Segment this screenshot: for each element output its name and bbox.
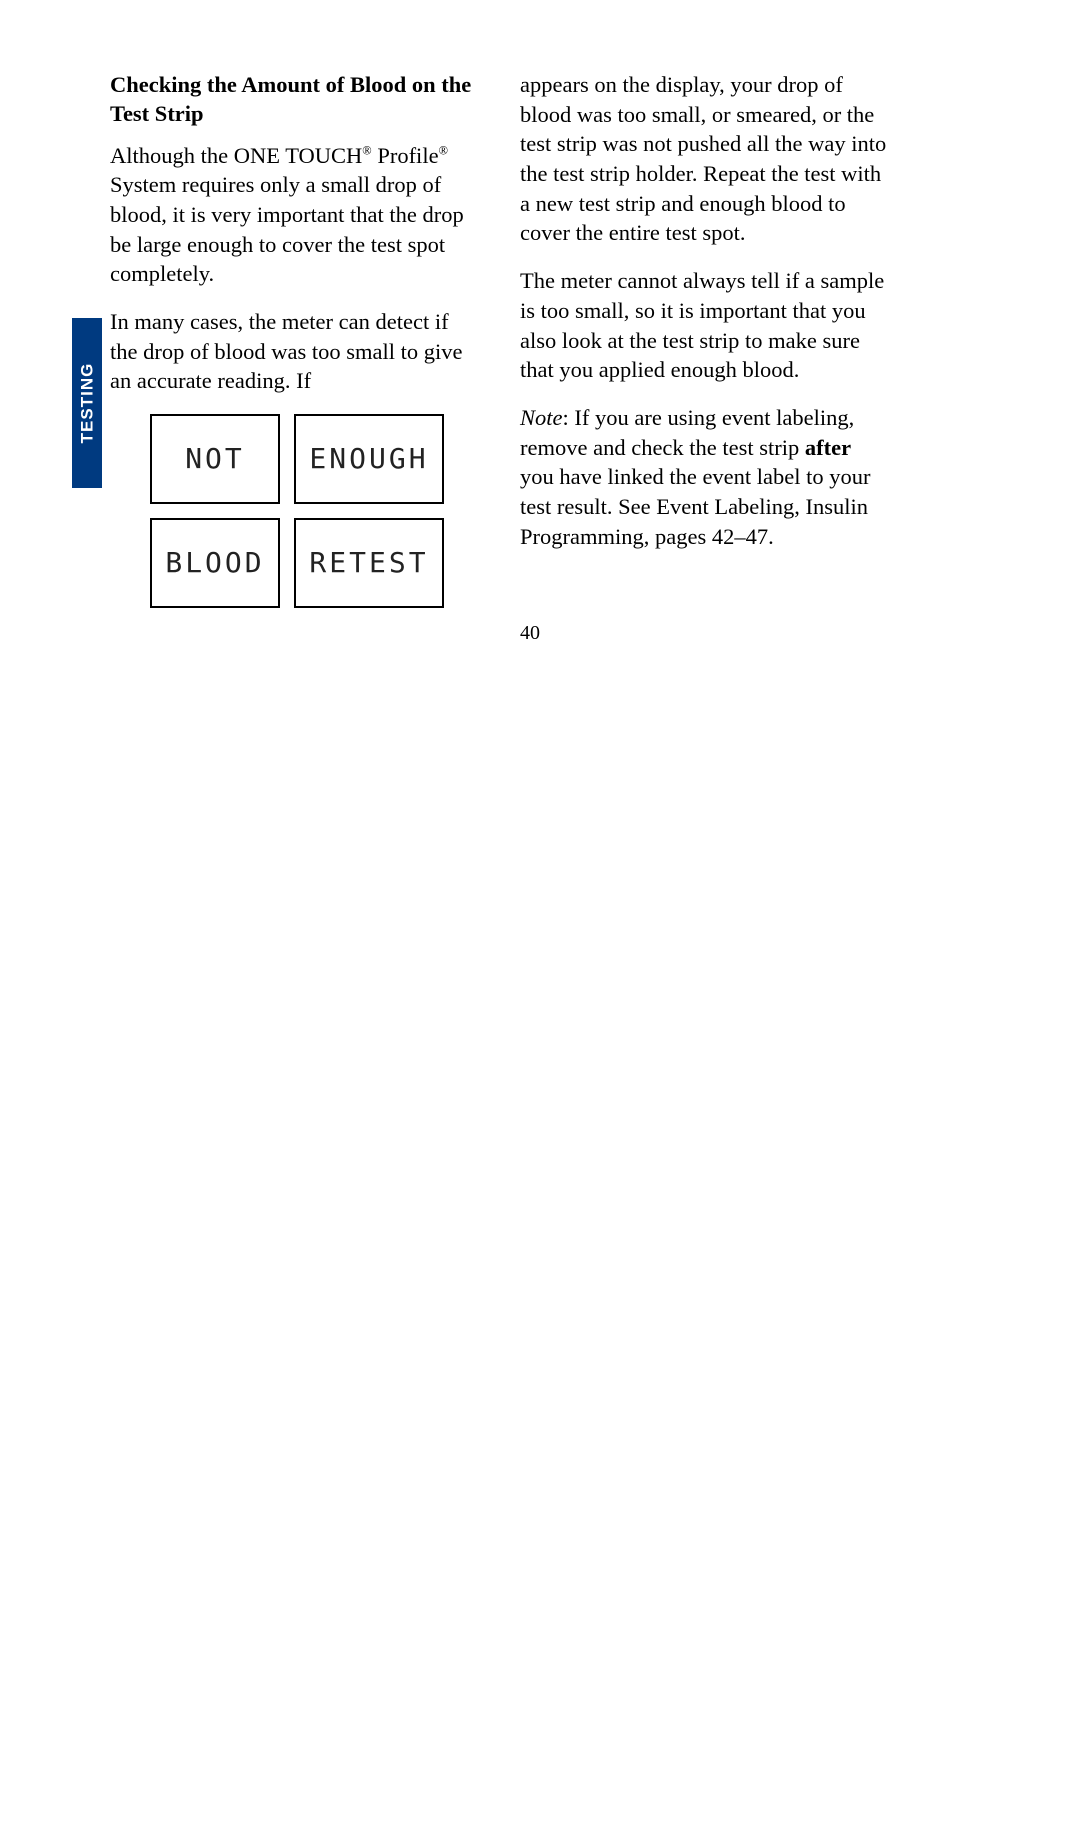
note-bold: after (805, 435, 851, 460)
right-para-1: appears on the display, your drop of blo… (520, 70, 890, 248)
page-number: 40 (520, 622, 540, 645)
left-column: Checking the Amount of Blood on the Test… (110, 70, 480, 608)
text-run: Although the ONE TOUCH (110, 143, 362, 168)
left-para-2: In many cases, the meter can detect if t… (110, 307, 480, 396)
lcd-cell-retest: RETEST (294, 518, 444, 608)
right-para-note: Note: If you are using event labeling, r… (520, 403, 890, 551)
lcd-cell-enough: ENOUGH (294, 414, 444, 504)
lcd-display-grid: NOT ENOUGH BLOOD RETEST (150, 414, 480, 608)
section-tab-label: TESTING (77, 363, 97, 444)
left-para-1: Although the ONE TOUCH® Profile® System … (110, 141, 480, 289)
lcd-cell-not: NOT (150, 414, 280, 504)
right-column: appears on the display, your drop of blo… (520, 70, 890, 569)
registered-mark: ® (362, 143, 371, 157)
section-tab: TESTING (72, 318, 102, 488)
text-run: you have linked the event label to your … (520, 464, 871, 548)
lcd-cell-blood: BLOOD (150, 518, 280, 608)
text-run: System requires only a small drop of blo… (110, 172, 464, 286)
registered-mark: ® (439, 143, 448, 157)
right-para-2: The meter cannot always tell if a sample… (520, 266, 890, 385)
section-heading: Checking the Amount of Blood on the Test… (110, 70, 480, 129)
text-run: Profile (377, 143, 438, 168)
note-label: Note (520, 405, 563, 430)
